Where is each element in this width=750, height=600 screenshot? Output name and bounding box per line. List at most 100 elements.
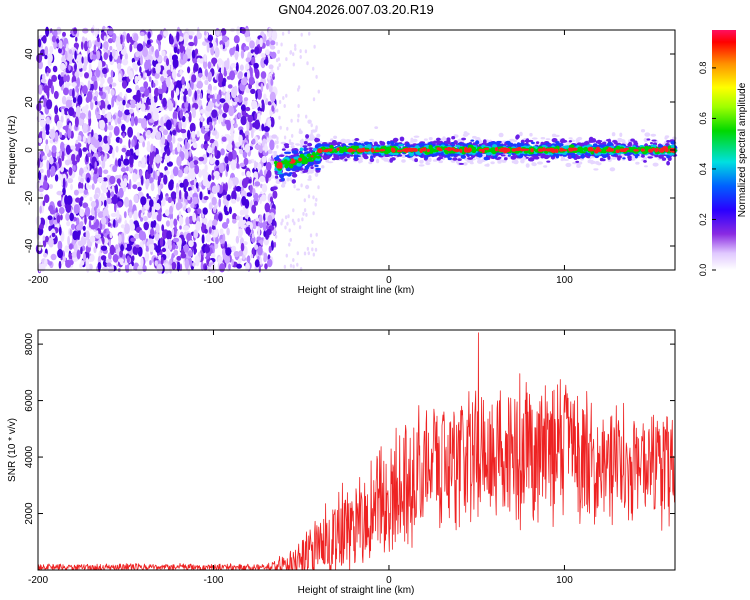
spectrogram-cell [79, 71, 83, 78]
spectrogram-cell [194, 164, 200, 175]
spectrogram-cell [204, 54, 207, 63]
spectrogram-cell [242, 150, 248, 159]
spectrogram-cell [235, 215, 240, 221]
spectrogram-cell [451, 136, 456, 140]
spectrogram-cell [593, 168, 599, 171]
spectrogram-cell [245, 226, 252, 235]
spectrogram-cell [168, 180, 174, 191]
spectrogram-cell [246, 64, 250, 70]
spectrogram-cell [68, 167, 73, 176]
spectrogram-cell [45, 144, 50, 154]
spectrogram-cell [111, 82, 117, 87]
spectrogram-cell [183, 178, 189, 188]
spectrogram-cell [447, 157, 452, 161]
spectrogram-cell [148, 242, 155, 253]
spectrogram-cell [191, 130, 196, 139]
spectrogram-cell [309, 134, 314, 138]
spectrogram-cell [487, 142, 492, 147]
spectrogram-cell [147, 98, 152, 106]
spectrogram-cell [165, 58, 170, 67]
spectrogram-cell [241, 77, 248, 86]
spectrogram-cell [250, 253, 254, 259]
spectrogram-cell [87, 152, 92, 158]
spectrogram-cell [110, 69, 114, 78]
spectrogram-cell [611, 132, 616, 137]
spectrogram-cell [310, 123, 313, 128]
spectrogram-cell [250, 127, 254, 139]
spectrogram-cell [562, 154, 567, 157]
spectrogram-cell [39, 114, 45, 120]
spectrogram-cell [90, 83, 94, 91]
spectrogram-cell [555, 142, 560, 147]
spectrogram-cell [308, 147, 313, 150]
spectrogram-cell [216, 93, 221, 105]
spectrogram-cell [235, 142, 241, 147]
spectrogram-cell [80, 41, 84, 50]
spectrogram-cell [154, 260, 158, 266]
spectrogram-cell [143, 81, 149, 89]
spectrogram-cell [276, 140, 279, 145]
spectrogram-cell [117, 117, 122, 125]
spectrogram-cell [192, 107, 196, 119]
spectrogram-cell [111, 33, 117, 42]
spectrogram-cell [235, 235, 240, 244]
spectrogram-cell [246, 192, 253, 197]
spectrogram-cell [198, 156, 205, 162]
spectrogram-cell [124, 52, 128, 61]
spectrogram-cell [109, 45, 113, 51]
spectrogram-cell [82, 123, 88, 134]
spectrogram-cell [204, 79, 209, 86]
spectrogram-cell [281, 218, 284, 223]
spectrogram-cell [115, 145, 119, 153]
spectrogram-cell [259, 37, 263, 48]
spectrogram-cell [227, 179, 233, 189]
spectrogram-cell [117, 109, 123, 118]
spectrogram-cell [264, 132, 269, 137]
spectrogram-cell [184, 33, 189, 43]
spectrogram-cell [249, 40, 255, 49]
spectrogram-cell [254, 112, 258, 121]
spectrogram-cell [200, 261, 204, 271]
spectrogram-cell [231, 258, 234, 267]
spectrogram-cell [504, 157, 508, 161]
spectrogram-cell [498, 132, 504, 138]
spectrogram-cell [272, 186, 278, 191]
spectrogram-cell [94, 233, 102, 239]
spectrogram-cell [218, 162, 225, 174]
spectrogram-cell [48, 225, 52, 232]
spectrogram-cell [129, 154, 134, 166]
spectrogram-cell [141, 206, 145, 214]
spectrogram-cell [187, 88, 192, 97]
spectrogram-cell [277, 49, 280, 54]
spectrogram-cell [273, 241, 277, 248]
spectrogram-cell [225, 92, 231, 103]
spectrogram-cell [251, 233, 255, 239]
spectrogram-cell [314, 202, 317, 207]
spectrogram-cell [183, 94, 187, 103]
spectrogram-cell [276, 144, 279, 149]
spectrogram-cell [204, 265, 208, 271]
spectrogram-cell [130, 237, 136, 242]
spectrogram-cell [75, 197, 81, 203]
spectrogram-cell [134, 116, 138, 126]
spectrogram-cell [117, 201, 123, 207]
spectrogram-cell [109, 232, 113, 239]
spectrogram-cell [94, 27, 98, 38]
spectrogram-cell [311, 240, 314, 244]
spectrogram-cell [116, 62, 122, 70]
spectrogram-cell [263, 213, 266, 222]
spectrogram-cell [244, 130, 250, 138]
spectrogram-cell [133, 210, 138, 221]
spectrogram-cell [188, 31, 195, 36]
spectrogram-cell [257, 245, 263, 256]
spectrogram-cell [294, 43, 297, 48]
spectrogram-cell [567, 142, 571, 145]
spectrogram-cell [188, 240, 194, 248]
spectrogram-cell [124, 109, 131, 116]
spectrogram-cell [183, 231, 187, 239]
spectrogram-cell [81, 56, 84, 64]
spectrogram-cell [176, 142, 181, 153]
spectrogram-cell [137, 162, 141, 167]
spectrogram-cell [125, 103, 130, 108]
spectrogram-cell [250, 67, 253, 78]
